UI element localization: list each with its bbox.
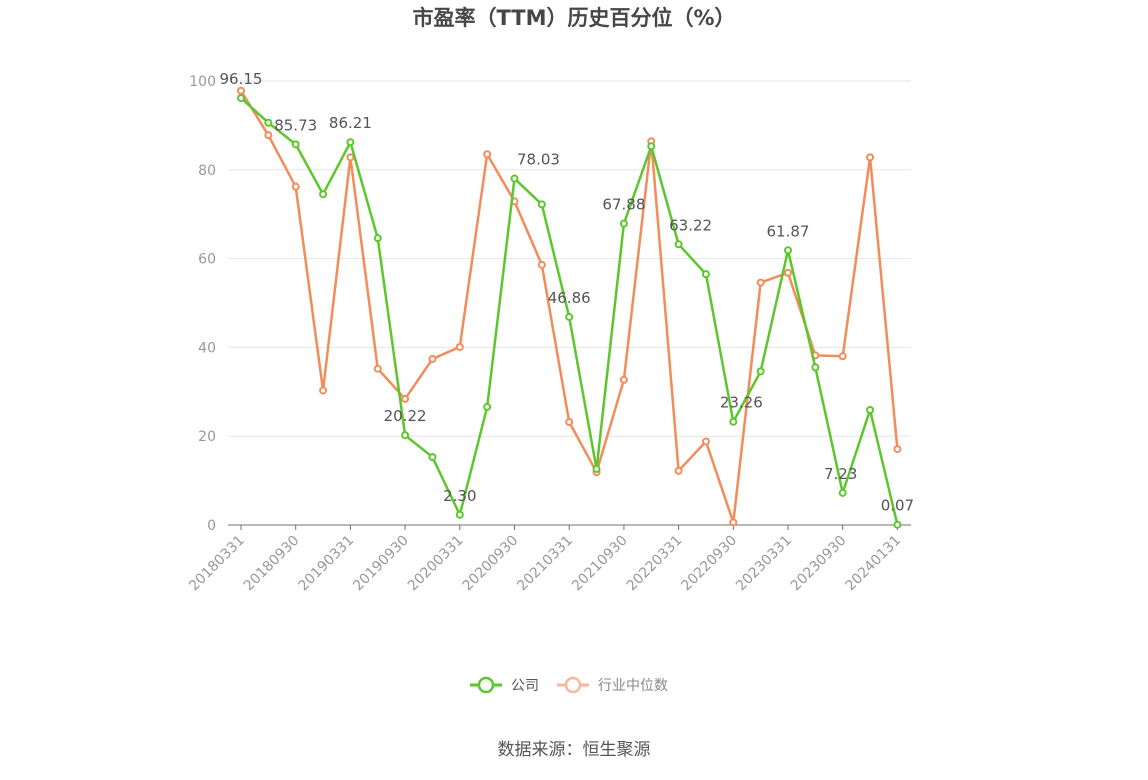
data-point [455,510,464,519]
x-tick-label: 20230930 [788,533,850,595]
data-point [729,417,738,426]
legend[interactable]: 公司 行业中位数 [470,676,668,694]
data-point [455,342,464,351]
x-tick-label: 20180930 [241,533,303,595]
x-tick-label: 20190930 [350,533,412,595]
x-tick-label: 20210331 [514,533,576,595]
data-point [893,520,902,529]
source-note: 数据来源：恒生聚源 [498,740,651,760]
data-point [237,94,245,103]
data-label: 46.86 [548,289,591,307]
data-point [701,437,710,446]
data-point [674,240,683,249]
legend-marker [564,676,582,694]
legend-marker [477,676,495,694]
data-label: 86.21 [329,114,372,132]
data-point [319,190,328,199]
data-point [237,86,245,95]
data-point [729,518,738,527]
data-point [619,219,628,228]
data-label: 61.87 [767,222,810,240]
x-tick-label: 20220930 [678,533,740,595]
legend-label: 行业中位数 [598,678,668,694]
legend-label: 公司 [511,678,539,694]
grid-lines [228,80,911,437]
data-point [647,142,656,151]
data-label: 7.23 [824,465,857,483]
data-point [619,375,628,384]
data-label: 23.26 [720,394,763,412]
data-label: 0.07 [881,497,914,515]
y-tick-label: 0 [207,518,216,534]
chart-title: 市盈率（TTM）历史百分位（%） [412,6,735,30]
data-point [483,150,492,159]
data-label: 85.73 [274,116,317,134]
data-point [866,153,875,162]
x-tick-label: 20200331 [405,533,467,595]
data-point [784,268,792,277]
x-tick-label: 20190331 [296,533,358,595]
series-layer [237,86,902,529]
data-point [674,466,683,475]
y-tick-label: 20 [198,429,216,445]
data-point [510,174,519,183]
data-label: 20.22 [384,407,427,425]
data-point [264,131,273,140]
data-point [291,140,300,149]
data-point [756,367,765,376]
y-tick-label: 100 [189,74,216,90]
data-point [893,445,902,454]
y-tick-label: 40 [198,340,216,356]
data-point [401,394,410,403]
data-point [483,402,492,411]
data-point [537,260,546,269]
data-point [346,153,355,162]
data-point [264,118,273,127]
x-tick-label: 20180331 [186,533,248,595]
x-tick-label: 20240131 [843,533,905,595]
legend-item-industry-median[interactable]: 行业中位数 [557,676,668,694]
series-line-company [240,97,899,525]
data-point [838,352,847,361]
data-label: 63.22 [669,216,712,234]
data-point [592,465,601,474]
data-label: 78.03 [517,151,560,169]
data-point [811,363,820,372]
data-point [701,270,710,279]
data-point [428,354,437,363]
y-tick-label: 60 [198,252,216,268]
y-tick-label: 80 [198,163,216,179]
data-point [565,312,574,321]
data-labels: 96.15 85.73 86.21 20.22 2.30 78.03 46.86 67.88 6… [220,70,915,515]
data-point [291,182,300,191]
data-label: 2.30 [443,487,476,505]
legend-item-company[interactable]: 公司 [470,676,539,694]
data-point [346,138,355,147]
data-point [428,453,437,462]
x-tick-label: 20200930 [460,533,522,595]
y-axis: 0 20 40 60 80 100 [189,74,216,534]
data-point [319,386,328,395]
data-point [866,406,875,415]
data-point [756,278,765,287]
data-point [565,417,574,426]
data-point [838,488,847,497]
data-point [401,431,410,440]
x-tick-label: 20210930 [569,533,631,595]
data-label: 96.15 [220,70,263,88]
data-point [373,234,382,243]
x-tick-label: 20230331 [733,533,795,595]
x-tick-label: 20220331 [624,533,686,595]
data-label: 67.88 [602,196,645,214]
data-point [537,200,546,209]
x-axis: 2018033120180930201903312019093020200331… [186,524,911,595]
data-point [784,246,792,255]
data-point [373,364,382,373]
